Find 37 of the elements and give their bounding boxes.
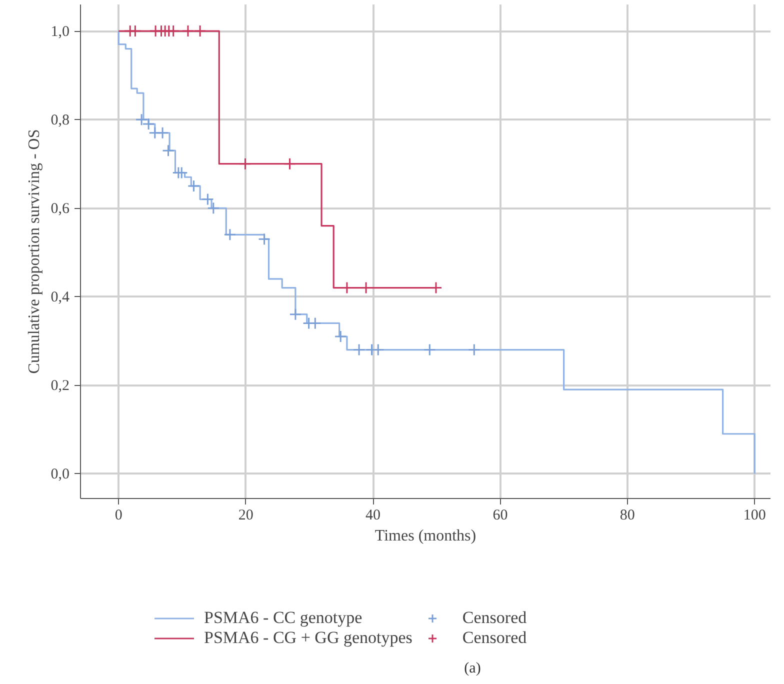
- point: [162, 144, 175, 157]
- point: [182, 24, 194, 38]
- point: [201, 193, 214, 206]
- legend-label: PSMA6 - CG + GG genotypes: [204, 628, 412, 648]
- y-tick-label: 0,6: [50, 201, 70, 218]
- y-tick-label: 1,0: [50, 24, 70, 40]
- x-tick-label: 0: [114, 508, 122, 524]
- point: [352, 344, 366, 356]
- point: [224, 228, 236, 241]
- point: [194, 24, 206, 38]
- point: [142, 118, 155, 130]
- point: [135, 113, 148, 126]
- point: [207, 202, 220, 214]
- y-tick-label: 0,8: [50, 112, 70, 129]
- y-tick-label: 0,4: [50, 290, 70, 306]
- text: (a): [464, 660, 481, 676]
- point: [283, 158, 296, 170]
- y-axis-title: Cumulative proportion surviving - OS: [26, 129, 43, 374]
- point: [334, 330, 347, 343]
- point: [423, 344, 436, 356]
- point: [156, 126, 169, 140]
- y-tick-label: 0,0: [50, 466, 70, 483]
- y-tick-label: 0,2: [50, 378, 70, 394]
- point: [468, 344, 480, 356]
- x-tick-label: 40: [366, 508, 381, 524]
- x-tick-label: 60: [492, 508, 508, 524]
- x-tick-label: 100: [743, 508, 766, 524]
- point: [238, 158, 252, 170]
- point: [187, 180, 200, 192]
- point: [289, 308, 302, 321]
- legend-label: Censored: [462, 608, 527, 628]
- x-axis-title: Times (months): [374, 528, 476, 544]
- x-tick-label: 80: [620, 508, 635, 524]
- legend-label: PSMA6 - CC genotype: [204, 608, 362, 628]
- point: [258, 232, 271, 246]
- legend-label: Censored: [462, 628, 527, 648]
- x-tick-label: 20: [238, 508, 254, 524]
